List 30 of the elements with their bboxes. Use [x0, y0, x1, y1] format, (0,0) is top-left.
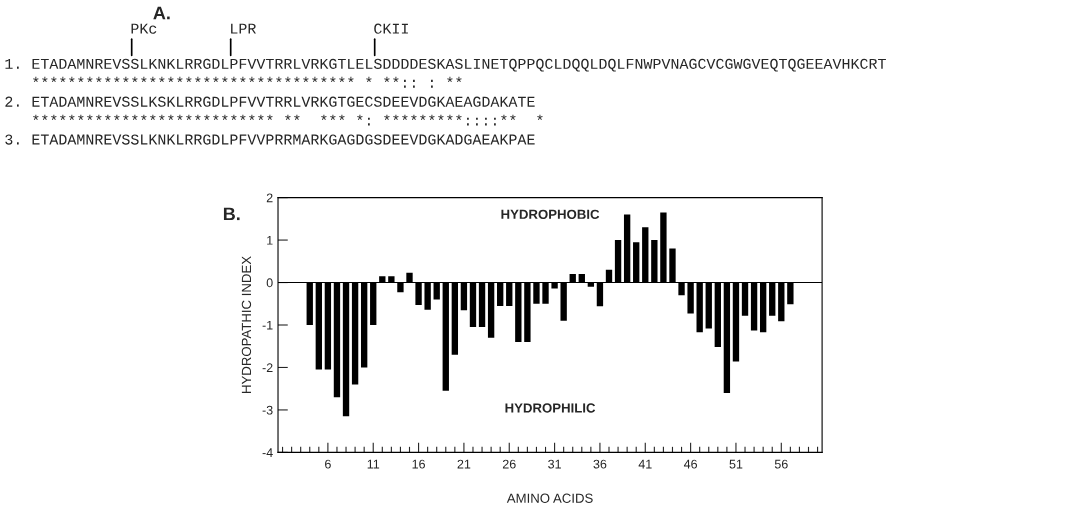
y-tick-label: 0 [266, 278, 273, 288]
x-tick-label: 6 [325, 459, 331, 469]
x-axis-title: AMINO ACIDS [506, 493, 593, 503]
y-tick-label: 1 [267, 236, 273, 245]
x-tick-label: 51 [729, 459, 743, 469]
x-tick-label: 46 [683, 459, 698, 469]
y-tick-label: -3 [262, 405, 273, 415]
text: 3. ETADAMNREVSSLKNKLRRGDLPFVVPRRMARKGAGDGSDEEVDGKADGAEAKPAE [5, 134, 535, 145]
annotation: HYDROPHILIC [505, 403, 596, 413]
chart-title: B. [223, 207, 240, 221]
text: *************************** ** *** *: *********::::** * [33, 114, 543, 126]
y-axis-title: HYDROPATHIC INDEX [241, 256, 252, 393]
x-tick-label: 36 [593, 459, 607, 469]
y-tick-label: -1 [262, 320, 273, 330]
x-tick-label: 56 [774, 459, 788, 469]
x-tick-label: 16 [412, 459, 425, 469]
text: 1. ETADAMNREVSSLKNKLRRGDLPFVVTRRLVRKGTLELSDDDDESKASLINETQPPQCLDQQLDQLFNWPVNAGCVCGWGVEQTQGEEAVHKCRT [5, 58, 886, 72]
x-tick-label: 11 [367, 459, 380, 469]
text: ************************************ * **:: : ** [33, 76, 462, 88]
x-tick-label: 41 [638, 459, 652, 469]
y-tick-label: 2 [266, 193, 273, 203]
text: 2. ETADAMNREVSSLKSKLRRGDLPFVVTRRLVRKGTGECSDEEVDGKAEAGDAKATE [5, 96, 535, 107]
y-tick-label: -2 [262, 363, 273, 372]
annotation: HYDROPHOBIC [501, 209, 600, 219]
text: A. [153, 6, 170, 20]
x-tick-label: 26 [502, 459, 516, 469]
y-tick-label: -4 [262, 448, 273, 457]
x-tick-label: 31 [548, 459, 561, 469]
text: PKc LPR CKII [131, 23, 408, 34]
x-tick-label: 21 [457, 459, 471, 469]
